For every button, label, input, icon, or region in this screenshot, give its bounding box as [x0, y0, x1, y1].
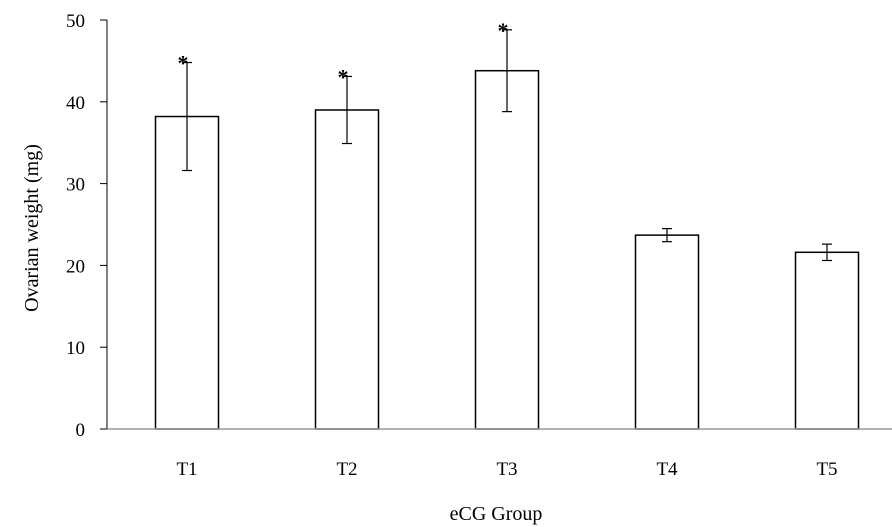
bar-t5 [794, 251, 860, 430]
error-bars [182, 29, 832, 262]
y-axis-title: Ovarian weight (mg) [21, 144, 43, 312]
y-tick-label: 10 [66, 338, 85, 359]
bar-t4 [634, 234, 700, 430]
y-tick-label: 50 [66, 11, 85, 32]
x-category-label-t1: T1 [176, 459, 197, 480]
significance-markers: * * * [178, 18, 509, 90]
y-axis-ticks: 0 10 20 30 40 50 [66, 11, 107, 441]
x-category-label-t4: T4 [656, 459, 678, 480]
bar-t2 [314, 109, 380, 430]
significance-marker-t2: * [338, 64, 349, 89]
y-tick-label: 30 [66, 175, 85, 196]
significance-marker-t3: * [498, 18, 509, 43]
y-tick-label: 20 [66, 256, 85, 277]
y-tick-label: 40 [66, 93, 85, 114]
x-category-label-t5: T5 [816, 459, 837, 480]
x-category-label-t2: T2 [336, 459, 357, 480]
significance-marker-t1: * [178, 51, 189, 76]
x-axis-category-labels: T1 T2 T3 T4 T5 [176, 459, 837, 480]
bars [154, 69, 860, 430]
y-tick-label: 0 [76, 420, 86, 441]
x-category-label-t3: T3 [496, 459, 517, 480]
x-axis-title: eCG Group [450, 503, 543, 525]
bar-t3 [474, 69, 540, 430]
